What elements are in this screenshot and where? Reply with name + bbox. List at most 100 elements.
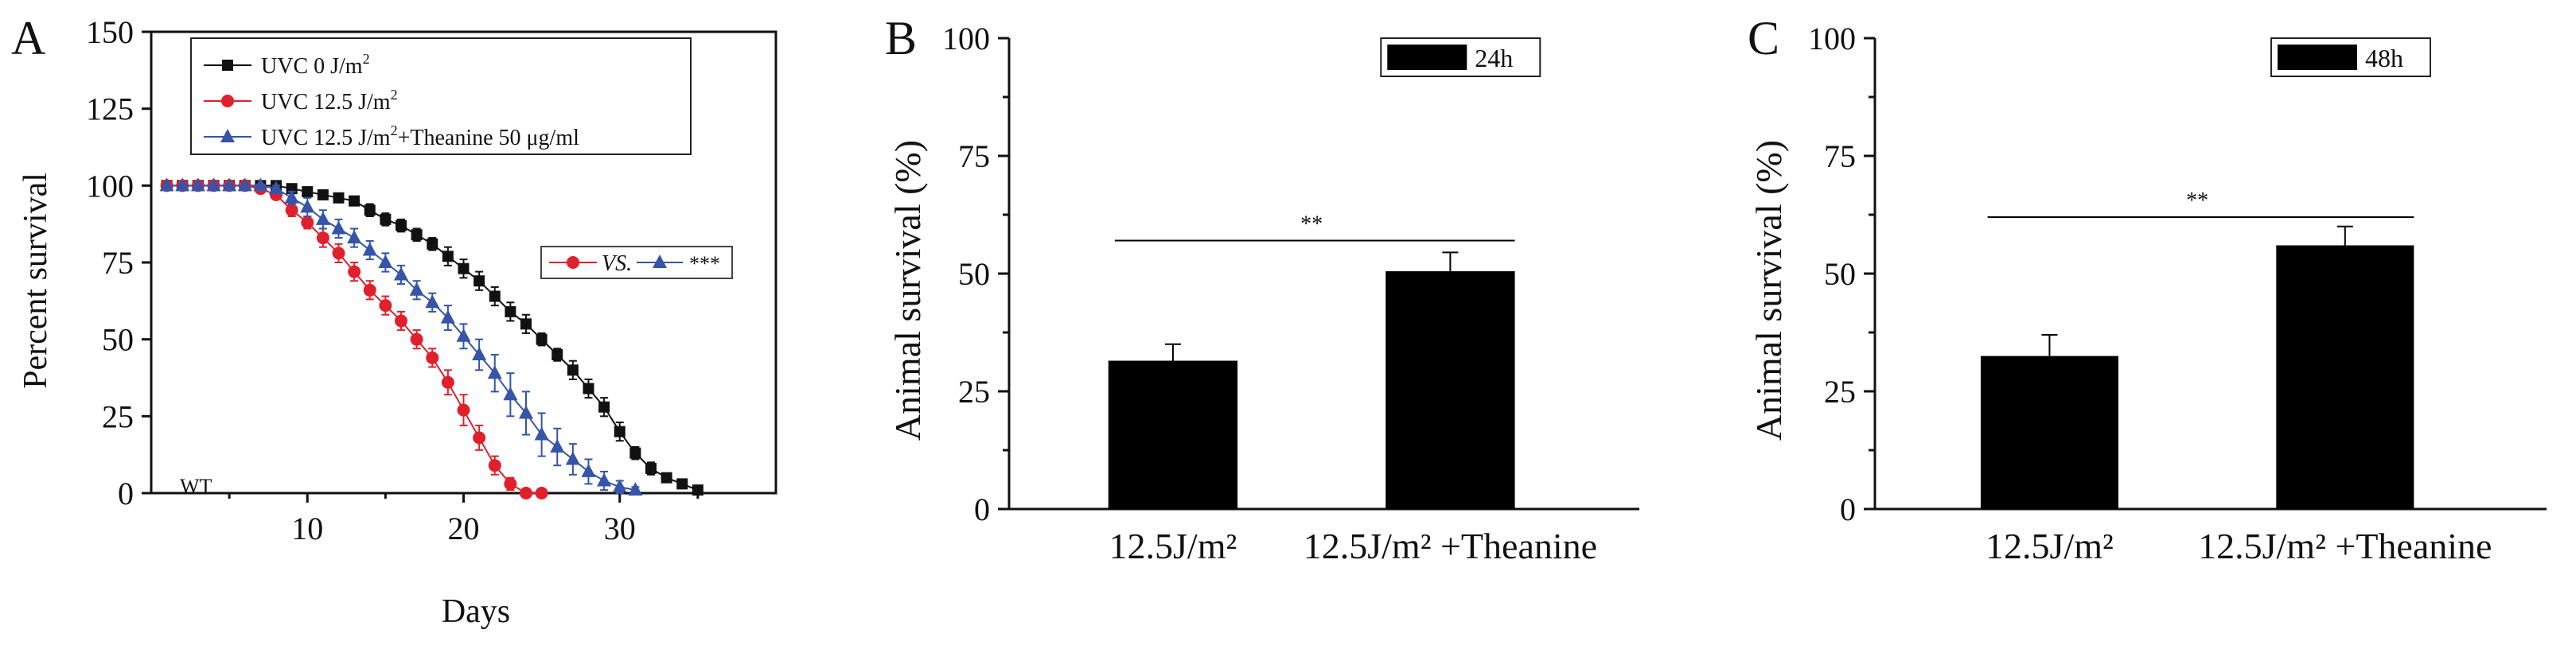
data-point bbox=[220, 129, 235, 142]
data-point bbox=[629, 447, 641, 459]
panel-a-axes: 0 25 50 75 100 125 150 10 20 30 bbox=[86, 14, 777, 546]
data-point bbox=[534, 426, 549, 441]
data-point bbox=[379, 299, 392, 313]
panel-b-bars: 12.5J/m² 12.5J/m² +Theanine ** 24h bbox=[1108, 37, 1597, 566]
x-tick-label: 20 bbox=[448, 511, 480, 546]
y-tick-label: 25 bbox=[1824, 374, 1856, 410]
panel-c-letter: C bbox=[1748, 12, 1779, 64]
data-point bbox=[237, 177, 252, 192]
legend-entry-0: UVC 0 J/m2 bbox=[204, 51, 370, 79]
data-point bbox=[394, 266, 408, 281]
data-point bbox=[159, 177, 174, 192]
significance-label: ** bbox=[1300, 212, 1323, 237]
y-tick-label: 50 bbox=[958, 256, 990, 292]
series-2 bbox=[159, 177, 643, 496]
panel-a-x-axis-label: Days bbox=[442, 593, 510, 630]
legend-swatch bbox=[1387, 45, 1467, 70]
data-point bbox=[206, 177, 221, 192]
data-point bbox=[441, 375, 454, 389]
data-point bbox=[221, 95, 234, 107]
data-point bbox=[285, 204, 298, 217]
data-point bbox=[551, 349, 563, 360]
stat-significance: *** bbox=[689, 252, 720, 275]
data-point bbox=[363, 283, 376, 297]
legend-entry-2: UVC 12.5 J/m2+Theanine 50 μg/ml bbox=[204, 122, 579, 150]
data-point bbox=[583, 383, 594, 394]
data-point bbox=[362, 242, 377, 256]
data-point bbox=[519, 405, 533, 419]
y-tick-label: 75 bbox=[1824, 138, 1856, 174]
x-tick-label: 30 bbox=[604, 511, 636, 546]
data-point bbox=[300, 199, 315, 213]
series-0 bbox=[161, 180, 703, 496]
data-point bbox=[347, 230, 362, 244]
panel-c-axes: 0 25 50 75 100 bbox=[1808, 21, 2547, 527]
data-point bbox=[411, 229, 423, 241]
stat-red-marker bbox=[567, 256, 579, 269]
category-label: 12.5J/m² bbox=[1986, 526, 2114, 566]
data-point bbox=[628, 482, 643, 496]
data-point bbox=[676, 478, 688, 490]
data-point bbox=[269, 181, 283, 195]
data-point bbox=[364, 204, 376, 216]
panel-b-axes: 0 25 50 75 100 bbox=[942, 21, 1639, 527]
data-point bbox=[442, 251, 454, 262]
data-point bbox=[317, 188, 329, 200]
category-label: 12.5J/m² +Theanine bbox=[2198, 526, 2492, 566]
y-tick-label: 125 bbox=[86, 91, 134, 127]
legend-label-sup: 2 bbox=[363, 51, 370, 67]
bar bbox=[1108, 360, 1238, 509]
panel-a-survival-curve: A Percent survival Days 0 25 50 75 100 125 150… bbox=[11, 12, 777, 630]
stat-vs-text: VS. bbox=[602, 251, 632, 276]
y-tick-label: 25 bbox=[102, 398, 134, 434]
data-point bbox=[692, 484, 703, 496]
legend-label: UVC 12.5 J/m2+Theanine 50 μg/ml bbox=[261, 122, 579, 150]
y-tick-label: 50 bbox=[102, 322, 134, 358]
bar bbox=[2276, 245, 2414, 509]
data-point bbox=[380, 213, 392, 225]
y-tick-label: 50 bbox=[1824, 256, 1856, 292]
data-point bbox=[301, 216, 314, 229]
panel-b-letter: B bbox=[885, 12, 917, 64]
data-point bbox=[378, 255, 393, 268]
data-point bbox=[222, 177, 237, 192]
panel-a-strain-label: WT bbox=[180, 475, 212, 498]
data-point bbox=[598, 401, 610, 413]
y-tick-label: 25 bbox=[958, 374, 990, 410]
data-point bbox=[333, 192, 345, 204]
data-point bbox=[427, 238, 438, 250]
data-point bbox=[567, 364, 579, 376]
data-point bbox=[661, 472, 672, 484]
data-point bbox=[614, 426, 625, 437]
data-point bbox=[565, 451, 580, 465]
panel-c-bars: 12.5J/m² 12.5J/m² +Theanine ** 48h bbox=[1980, 37, 2492, 566]
legend-entry-1: UVC 12.5 J/m2 bbox=[204, 87, 398, 115]
data-point bbox=[253, 177, 268, 192]
panel-c-bar-chart: C Animal survival (%) 0 25 50 75 100 12.5J/m… bbox=[1748, 12, 2547, 566]
data-point bbox=[457, 403, 470, 417]
data-point bbox=[440, 309, 455, 324]
legend-label: 24h bbox=[1475, 44, 1513, 72]
legend-label-text: UVC 0 J/m bbox=[261, 54, 363, 79]
data-point bbox=[332, 247, 345, 260]
legend-swatch bbox=[2277, 45, 2357, 70]
data-point bbox=[410, 332, 423, 346]
data-point bbox=[550, 439, 565, 453]
stat-blue-marker bbox=[653, 255, 667, 268]
panel-b-y-axis-label: Animal survival (%) bbox=[887, 140, 928, 441]
data-point bbox=[315, 211, 330, 225]
bar bbox=[1385, 271, 1515, 509]
panel-a-y-axis-label: Percent survival bbox=[18, 173, 54, 389]
legend-label-text: UVC 12.5 J/m bbox=[261, 90, 391, 115]
data-point bbox=[222, 60, 233, 71]
y-tick-label: 100 bbox=[942, 21, 990, 56]
panel-a-series bbox=[159, 177, 703, 499]
data-point bbox=[190, 177, 205, 192]
category-label: 12.5J/m² +Theanine bbox=[1304, 526, 1597, 566]
data-point bbox=[488, 459, 501, 472]
data-point bbox=[503, 387, 518, 401]
data-point bbox=[426, 351, 439, 364]
bar bbox=[1980, 356, 2118, 509]
data-point bbox=[474, 275, 485, 287]
